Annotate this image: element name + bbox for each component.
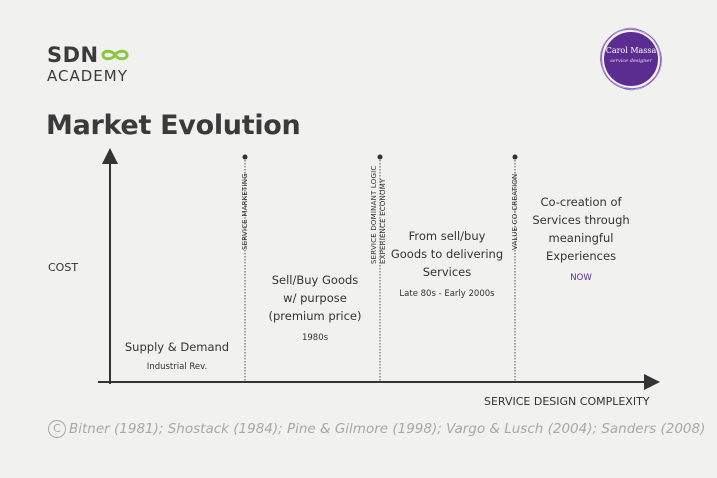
citation-text: Bitner (1981); Shostack (1984); Pine & G…: [69, 421, 706, 437]
x-axis-label: SERVICE DESIGN COMPLEXITY: [484, 395, 650, 408]
stage-3-line-1: From sell/buy: [408, 229, 486, 243]
stage-goods-to-services: From sell/buy Goods to delivering Servic…: [381, 227, 513, 299]
divider-label-service-dominant-logic: SERVICE DOMINANT LOGIC: [370, 165, 378, 264]
stage-2-line-3: (premium price): [268, 309, 362, 323]
stage-3-line-2: Goods to delivering: [390, 247, 504, 261]
stage-3-line-3: Services: [422, 265, 472, 279]
badge-name: Carol Massa: [605, 46, 657, 55]
divider-label-service-marketing: SERVICE MARKETING: [241, 173, 249, 250]
stage-2-line-1: Sell/Buy Goods: [271, 273, 359, 287]
stage-supply-demand: Supply & Demand Industrial Rev.: [112, 338, 242, 372]
logo-academy-text: ACADEMY: [47, 67, 128, 85]
stage-4-line-2: Services through: [532, 213, 630, 227]
badge-subtitle: service designer: [610, 58, 652, 64]
divider-line-3: [512, 154, 518, 381]
citation: C Bitner (1981); Shostack (1984); Pine &…: [48, 420, 705, 438]
stage-3-period: Late 80s - Early 2000s: [399, 289, 495, 299]
badge-circle-icon: [599, 27, 663, 91]
divider-line-2: [377, 154, 383, 381]
carol-massa-badge: Carol Massa service designer: [599, 27, 663, 91]
page-title: Market Evolution: [46, 110, 301, 141]
logo-brand-text: SDN: [47, 43, 99, 67]
stage-4-line-1: Co-creation of: [540, 195, 622, 209]
copyright-icon: C: [48, 420, 66, 438]
divider-line-1: [242, 154, 248, 381]
sdn-logo: SDN: [47, 44, 130, 66]
stage-co-creation: Co-creation of Services through meaningf…: [517, 193, 645, 283]
stage-4-line-3: meaningful: [548, 231, 614, 245]
stage-sell-buy-goods: Sell/Buy Goods w/ purpose (premium price…: [250, 271, 380, 343]
y-axis-label: COST: [48, 261, 79, 274]
stage-2-period: 1980s: [301, 333, 329, 343]
stage-1-period: Industrial Rev.: [146, 362, 208, 372]
stage-4-period: NOW: [570, 273, 592, 283]
stage-1-line-1: Supply & Demand: [124, 340, 230, 354]
stage-4-line-4: Experiences: [545, 249, 617, 263]
infinity-icon: [101, 49, 129, 61]
stage-2-line-2: w/ purpose: [283, 291, 347, 305]
